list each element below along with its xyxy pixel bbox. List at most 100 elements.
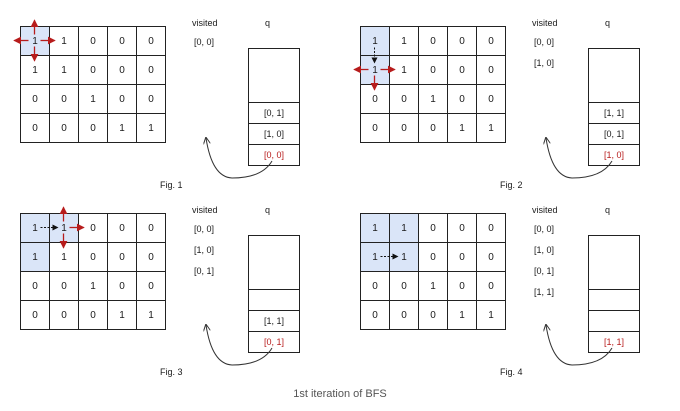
visited-item: [0, 1] bbox=[534, 266, 555, 276]
grid-cell: 1 bbox=[20, 26, 50, 56]
grid-cell: 1 bbox=[476, 113, 506, 143]
queue-item: [1, 1] bbox=[589, 102, 639, 123]
grid-cell: 0 bbox=[136, 55, 166, 85]
grid-cell: 0 bbox=[447, 84, 477, 114]
figure-4: 1 1 0 0 0 1 1 0 0 0 0 0 1 0 0 0 0 0 1 1 visited q [0, 0] [1, 0]… bbox=[340, 205, 670, 377]
visited-list: [0, 0] [1, 0] bbox=[534, 37, 554, 79]
grid-cell: 1 bbox=[360, 242, 390, 272]
grid-cell: 0 bbox=[476, 213, 506, 243]
grid-cell: 0 bbox=[360, 271, 390, 301]
grid-cell: 1 bbox=[476, 300, 506, 330]
grid-cell: 0 bbox=[476, 242, 506, 272]
grid-cell: 0 bbox=[418, 242, 448, 272]
visited-title: visited bbox=[532, 205, 558, 215]
visited-item: [1, 0] bbox=[194, 245, 215, 255]
grid-cell: 1 bbox=[20, 242, 50, 272]
visited-title: visited bbox=[192, 18, 218, 28]
queue-item bbox=[249, 289, 299, 310]
grid-cell: 0 bbox=[78, 300, 108, 330]
queue-title: q bbox=[605, 205, 611, 215]
grid-cell: 0 bbox=[418, 300, 448, 330]
grid-cell: 1 bbox=[20, 55, 50, 85]
grid-cell: 1 bbox=[78, 271, 108, 301]
grid-cell: 0 bbox=[107, 84, 137, 114]
grid-cell: 0 bbox=[447, 55, 477, 85]
grid-cell: 0 bbox=[418, 113, 448, 143]
grid-cell: 1 bbox=[136, 300, 166, 330]
grid-cell: 1 bbox=[49, 26, 79, 56]
grid-cell: 0 bbox=[49, 300, 79, 330]
grid-cell: 1 bbox=[389, 26, 419, 56]
grid-cell: 1 bbox=[447, 113, 477, 143]
grid-cell: 0 bbox=[20, 84, 50, 114]
grid-cell: 0 bbox=[136, 242, 166, 272]
grid-cell: 1 bbox=[447, 300, 477, 330]
grid-cell: 0 bbox=[360, 113, 390, 143]
grid-cell: 0 bbox=[389, 300, 419, 330]
grid-cell: 0 bbox=[20, 271, 50, 301]
grid-cell: 1 bbox=[418, 84, 448, 114]
grid-cell: 1 bbox=[360, 213, 390, 243]
grid-cell: 0 bbox=[360, 84, 390, 114]
queue-item: [0, 1] bbox=[249, 331, 299, 352]
grid-cell: 1 bbox=[418, 271, 448, 301]
grid-cell: 1 bbox=[20, 213, 50, 243]
queue-title: q bbox=[265, 205, 271, 215]
figure-1: 1 1 0 0 0 1 1 0 0 0 0 0 1 0 0 0 0 0 1 1 visited q [0, 0] [0, 0]… bbox=[0, 18, 330, 190]
visited-title: visited bbox=[532, 18, 558, 28]
figure-label: Fig. 2 bbox=[500, 180, 523, 190]
visited-list: [0, 0] bbox=[194, 37, 214, 58]
grid-cell: 1 bbox=[49, 242, 79, 272]
grid-cell: 0 bbox=[360, 300, 390, 330]
grid-cell: 1 bbox=[360, 26, 390, 56]
grid-cell: 0 bbox=[418, 213, 448, 243]
visited-list: [0, 0] [1, 0] [0, 1] bbox=[194, 224, 214, 287]
visited-item: [1, 0] bbox=[534, 58, 555, 68]
grid-cell: 1 bbox=[49, 213, 79, 243]
queue-item: [1, 1] bbox=[249, 310, 299, 331]
grid-cell: 0 bbox=[78, 55, 108, 85]
grid-cell: 1 bbox=[389, 242, 419, 272]
visited-item: [0, 1] bbox=[194, 266, 215, 276]
figure-2: 1 1 0 0 0 1 1 0 0 0 0 0 1 0 0 0 0 0 1 1 visited q [0, 0] [1, 0]… bbox=[340, 18, 670, 190]
grid-cell: 0 bbox=[447, 242, 477, 272]
grid-cell: 1 bbox=[107, 300, 137, 330]
figure-label: Fig. 3 bbox=[160, 367, 183, 377]
grid-cell: 0 bbox=[476, 55, 506, 85]
grid-cell: 0 bbox=[389, 84, 419, 114]
visited-item: [1, 1] bbox=[534, 287, 555, 297]
grid-cell: 0 bbox=[49, 271, 79, 301]
grid-cell: 1 bbox=[389, 213, 419, 243]
grid-cell: 0 bbox=[49, 84, 79, 114]
grid-cell: 0 bbox=[476, 271, 506, 301]
queue-item: [0, 1] bbox=[249, 102, 299, 123]
grid-cell: 0 bbox=[136, 26, 166, 56]
visited-item: [0, 0] bbox=[534, 37, 555, 47]
grid-cell: 0 bbox=[389, 271, 419, 301]
grid-cell: 0 bbox=[20, 113, 50, 143]
grid-cell: 0 bbox=[78, 26, 108, 56]
visited-item: [1, 0] bbox=[534, 245, 555, 255]
grid-cell: 0 bbox=[447, 271, 477, 301]
grid-cell: 1 bbox=[389, 55, 419, 85]
grid-cell: 0 bbox=[107, 55, 137, 85]
visited-title: visited bbox=[192, 205, 218, 215]
figure-label: Fig. 4 bbox=[500, 367, 523, 377]
grid-cell: 0 bbox=[107, 213, 137, 243]
queue-item: [1, 0] bbox=[249, 123, 299, 144]
queue-item bbox=[589, 289, 639, 310]
